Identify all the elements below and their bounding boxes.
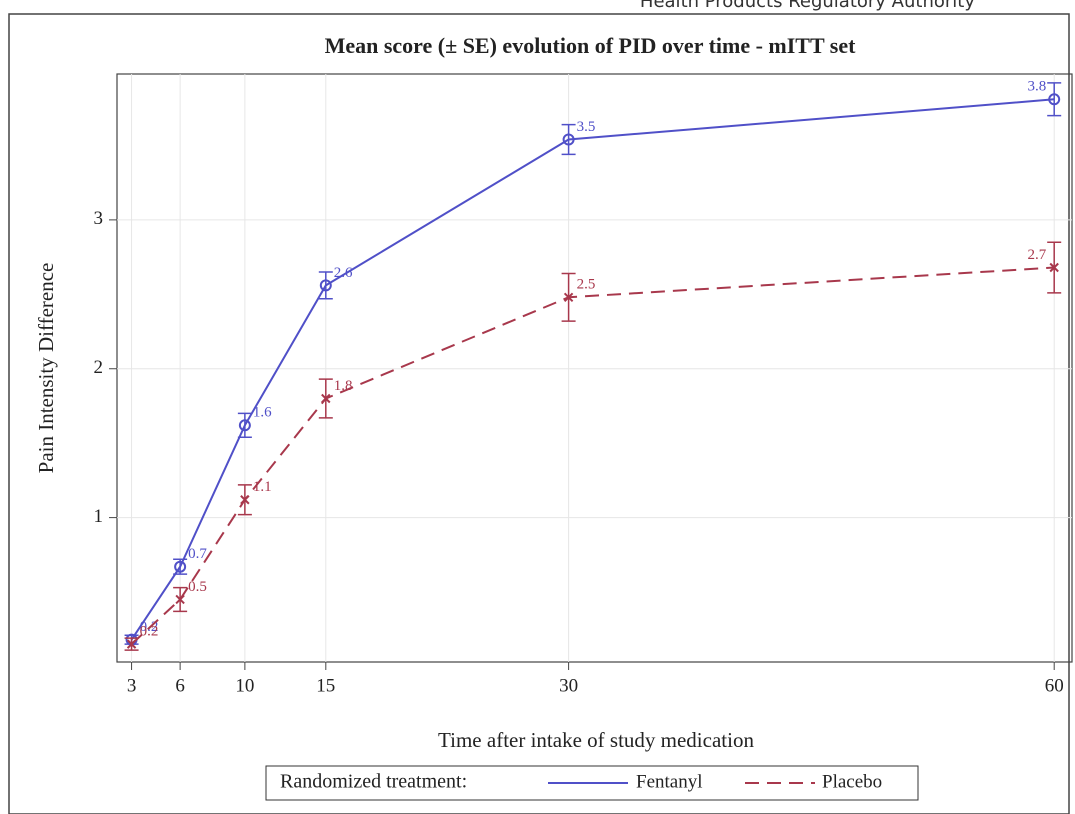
value-label: 0.7 (188, 546, 207, 562)
header: Health Products Regulatory Authority (640, 0, 975, 12)
y-tick-label: 1 (94, 506, 104, 527)
series-line (130, 98, 1055, 641)
legend-label: Fentanyl (636, 771, 703, 792)
plot-area (116, 73, 1073, 663)
value-label: 0.2 (140, 624, 159, 640)
value-label: 1.1 (253, 479, 272, 495)
x-tick-label: 15 (316, 675, 335, 696)
x-axis-label: Time after intake of study medication (438, 728, 754, 752)
x-tick-label: 10 (235, 675, 254, 696)
value-label: 3.8 (1027, 79, 1046, 95)
error-bar (1047, 82, 1062, 117)
legend-label: Placebo (822, 771, 882, 792)
marker (321, 393, 331, 404)
y-axis-label: Pain Intensity Difference (34, 263, 58, 474)
error-bar (318, 271, 333, 300)
marker (319, 279, 332, 292)
value-label: 3.5 (577, 119, 596, 135)
x-tick-label: 6 (175, 675, 185, 696)
error-bar (561, 123, 576, 156)
marker (238, 419, 251, 432)
marker (1049, 262, 1059, 273)
value-label: 2.5 (577, 277, 596, 293)
x-tick-label: 60 (1045, 675, 1064, 696)
marker (1048, 93, 1061, 106)
marker (175, 594, 185, 605)
y-tick-label: 2 (94, 357, 104, 378)
value-label: 1.6 (253, 405, 272, 421)
marker (174, 560, 187, 573)
marker (126, 639, 137, 649)
value-label: 1.8 (334, 378, 353, 394)
marker (563, 292, 574, 302)
chart-title: Mean score (± SE) evolution of PID over … (325, 33, 857, 58)
series-line (130, 266, 1055, 645)
marker (240, 495, 250, 505)
marker (562, 133, 575, 146)
error-bar (237, 412, 252, 438)
value-label: 2.6 (334, 265, 353, 281)
x-tick-label: 3 (127, 675, 137, 696)
value-label: 0.5 (188, 579, 207, 595)
legend-title: Randomized treatment: (280, 771, 467, 793)
value-label: 2.7 (1027, 247, 1046, 263)
chart-frame (8, 13, 1070, 814)
x-tick-label: 30 (559, 675, 578, 696)
y-tick-label: 3 (94, 208, 104, 229)
